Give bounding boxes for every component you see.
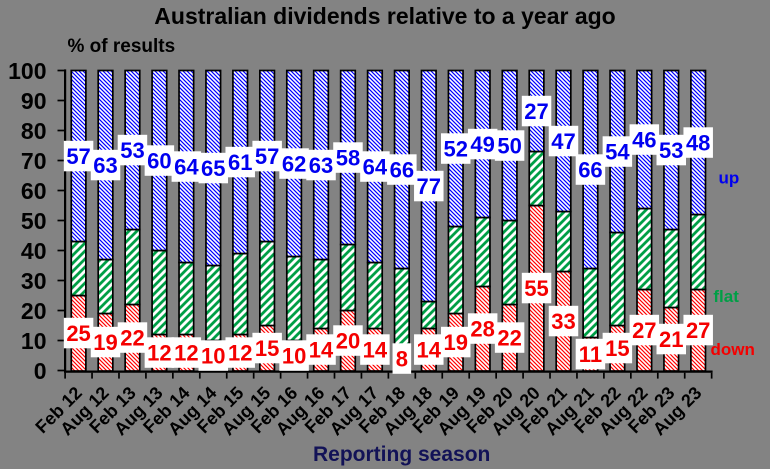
svg-text:90: 90 xyxy=(21,88,47,114)
svg-text:12: 12 xyxy=(147,341,171,366)
svg-text:10: 10 xyxy=(282,344,306,369)
svg-text:15: 15 xyxy=(255,336,279,361)
svg-text:40: 40 xyxy=(21,238,47,264)
svg-text:49: 49 xyxy=(470,132,494,157)
svg-text:47: 47 xyxy=(551,129,575,154)
svg-text:52: 52 xyxy=(443,137,467,162)
svg-text:25: 25 xyxy=(66,321,90,346)
svg-text:19: 19 xyxy=(443,330,467,355)
svg-text:12: 12 xyxy=(228,341,252,366)
svg-text:61: 61 xyxy=(228,150,252,175)
svg-text:60: 60 xyxy=(147,149,171,174)
svg-text:22: 22 xyxy=(497,326,521,351)
svg-text:55: 55 xyxy=(524,276,548,301)
svg-text:80: 80 xyxy=(21,118,47,144)
svg-text:64: 64 xyxy=(174,155,199,180)
svg-text:20: 20 xyxy=(336,329,360,354)
svg-text:12: 12 xyxy=(174,341,198,366)
svg-text:up: up xyxy=(719,169,740,188)
svg-text:11: 11 xyxy=(579,342,602,367)
svg-text:53: 53 xyxy=(659,138,683,163)
svg-text:% of results: % of results xyxy=(68,36,176,57)
svg-text:14: 14 xyxy=(417,338,442,363)
svg-text:62: 62 xyxy=(282,152,306,177)
svg-text:64: 64 xyxy=(363,155,388,180)
svg-text:15: 15 xyxy=(605,336,629,361)
svg-text:21: 21 xyxy=(659,327,683,352)
svg-text:50: 50 xyxy=(497,134,521,159)
svg-text:flat: flat xyxy=(713,287,739,306)
svg-text:46: 46 xyxy=(632,128,656,153)
svg-text:53: 53 xyxy=(120,138,144,163)
svg-text:22: 22 xyxy=(120,326,144,351)
svg-text:Reporting season: Reporting season xyxy=(313,443,490,466)
svg-text:20: 20 xyxy=(21,298,47,324)
svg-text:0: 0 xyxy=(34,358,47,384)
svg-text:57: 57 xyxy=(66,144,90,169)
svg-text:8: 8 xyxy=(396,347,408,372)
svg-text:58: 58 xyxy=(336,146,360,171)
svg-text:30: 30 xyxy=(21,268,47,294)
svg-text:27: 27 xyxy=(686,318,710,343)
svg-text:77: 77 xyxy=(417,174,441,199)
svg-text:63: 63 xyxy=(309,153,333,178)
svg-text:63: 63 xyxy=(93,153,117,178)
svg-text:48: 48 xyxy=(686,131,710,156)
svg-text:Australian dividends relative: Australian dividends relative to a year … xyxy=(154,3,615,29)
svg-text:66: 66 xyxy=(390,158,414,183)
svg-text:65: 65 xyxy=(201,156,225,181)
svg-text:60: 60 xyxy=(21,178,47,204)
svg-text:14: 14 xyxy=(363,338,388,363)
svg-text:57: 57 xyxy=(255,144,279,169)
svg-text:33: 33 xyxy=(551,309,575,334)
svg-text:66: 66 xyxy=(578,158,602,183)
svg-text:27: 27 xyxy=(524,99,548,124)
svg-text:14: 14 xyxy=(309,338,334,363)
svg-text:28: 28 xyxy=(470,317,494,342)
svg-text:54: 54 xyxy=(605,140,630,165)
svg-text:70: 70 xyxy=(21,148,47,174)
svg-text:50: 50 xyxy=(21,208,47,234)
svg-text:down: down xyxy=(711,340,755,359)
svg-text:10: 10 xyxy=(201,344,225,369)
svg-text:19: 19 xyxy=(93,330,117,355)
svg-text:27: 27 xyxy=(632,318,656,343)
svg-text:100: 100 xyxy=(8,58,46,84)
svg-text:10: 10 xyxy=(21,328,47,354)
